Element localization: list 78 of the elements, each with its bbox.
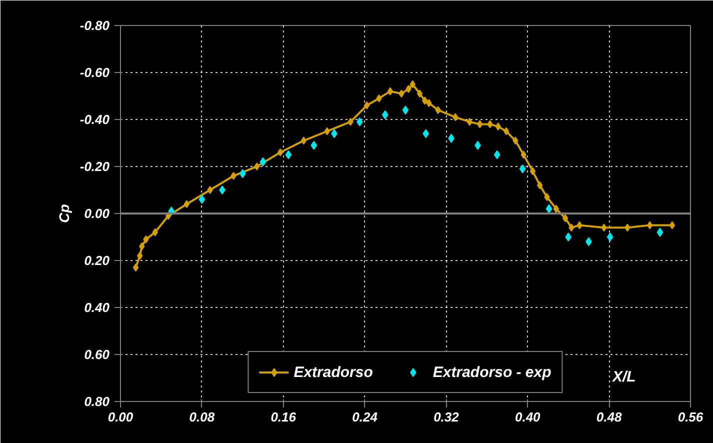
point [364,101,370,110]
point [422,129,430,138]
y-tick-label: 0.60 [84,347,110,362]
point [544,193,550,202]
point [624,224,630,232]
point [656,228,664,237]
point [406,84,412,93]
point [495,122,501,131]
point [562,214,568,222]
point [324,127,330,136]
x-tick-label: 0.56 [678,410,704,424]
y-tick-label: 0.20 [84,253,110,268]
point [198,194,206,204]
y-axis-title: Cp [56,204,72,223]
point [476,120,483,128]
legend-label: Extradorso - exp [432,364,552,380]
x-tick-label: 0.00 [108,410,134,424]
point [426,99,432,108]
point [568,224,574,232]
point [553,204,559,213]
x-tick-label: 0.48 [596,410,622,424]
point [310,140,318,150]
y-tick-label: -0.60 [80,65,110,80]
point [137,252,143,260]
point [416,90,423,98]
point [519,164,526,174]
x-tick-label: 0.40 [514,410,542,424]
point [277,148,284,156]
y-tick-label: 0.80 [84,394,110,409]
point [565,232,572,242]
y-tick-label: 0.40 [84,300,110,315]
y-tick-label: -0.40 [80,112,110,127]
point [219,186,226,194]
point [132,264,139,272]
point [494,150,500,160]
point [348,118,354,126]
point [398,90,404,98]
y-tick-label: -0.80 [80,18,110,33]
point [606,232,614,242]
legend-label: Extradorso [294,364,373,380]
point [410,80,416,88]
point [466,118,472,126]
x-tick-label: 0.32 [434,410,460,424]
point [601,224,607,232]
point [300,136,307,145]
point [422,96,428,105]
point [387,87,394,96]
point [546,204,552,214]
y-tick-label: 0.00 [84,206,110,221]
point [139,242,145,250]
point [435,106,441,114]
point [537,181,543,190]
point [285,150,292,160]
point [143,235,149,244]
point [512,136,518,145]
point [207,186,213,194]
point [152,228,158,236]
point [487,120,493,128]
x-tick-label: 0.08 [189,410,216,424]
point [230,172,236,180]
point [530,167,536,176]
point [376,94,382,102]
point [669,221,676,230]
point [382,110,388,120]
point [184,200,190,208]
y-tick-label: -0.20 [80,159,110,174]
point [520,150,526,159]
point [576,221,582,230]
point [260,157,266,166]
point [646,221,653,230]
x-tick-label: 0.24 [352,410,378,424]
x-axis-title: X/L [612,368,636,386]
point [239,169,246,178]
point [503,127,510,136]
point [452,113,458,122]
point [402,106,409,115]
x-tick-label: 0.16 [270,410,297,424]
point [254,162,260,170]
